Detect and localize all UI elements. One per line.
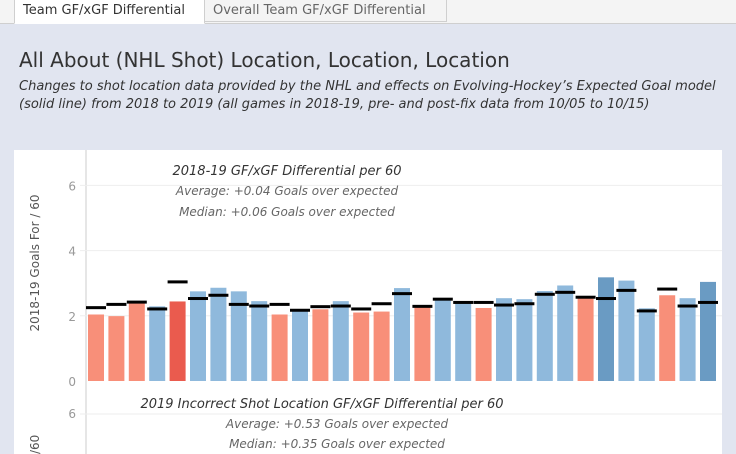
gf-bar[interactable]	[394, 288, 410, 381]
page-subtitle: Changes to shot location data provided b…	[19, 79, 716, 112]
xgf-marker[interactable]	[126, 300, 147, 304]
xgf-marker[interactable]	[698, 300, 718, 304]
gf-bar[interactable]	[271, 314, 288, 381]
chart2-median: Median: +0.35 Goals over expected	[229, 437, 445, 451]
xgf-marker[interactable]	[290, 308, 310, 312]
xgf-marker[interactable]	[575, 295, 596, 299]
gf-bar[interactable]	[128, 302, 145, 381]
gf-bar[interactable]	[679, 298, 696, 381]
gf-bar[interactable]	[149, 306, 166, 381]
xgf-marker[interactable]	[188, 297, 208, 301]
xgf-marker[interactable]	[167, 280, 188, 284]
xgf-marker[interactable]	[371, 302, 392, 306]
gf-bar[interactable]	[700, 281, 716, 381]
chart1-y-tick-6: 6	[68, 179, 76, 193]
xgf-marker[interactable]	[473, 300, 494, 304]
xgf-marker[interactable]	[330, 304, 351, 308]
gf-bar[interactable]	[292, 310, 308, 381]
gf-bar[interactable]	[210, 287, 227, 381]
xgf-marker[interactable]	[514, 302, 535, 306]
chart1-y-tick-0: 0	[68, 375, 76, 389]
gf-bar[interactable]	[659, 295, 676, 381]
xgf-marker[interactable]	[249, 304, 270, 308]
tab-overall-team-gf-xgf-differential[interactable]: Overall Team GF/xGF Differential	[204, 0, 447, 22]
page-title: All About (NHL Shot) Location, Location,…	[19, 48, 510, 72]
xgf-marker[interactable]	[86, 306, 106, 310]
xgf-marker[interactable]	[534, 292, 555, 296]
gf-bar[interactable]	[434, 300, 451, 381]
xgf-marker[interactable]	[555, 290, 576, 294]
chart1-y-tick-2: 2	[68, 310, 76, 324]
xgf-marker[interactable]	[453, 300, 474, 304]
chart1-average: Average: +0.04 Goals over expected	[175, 184, 399, 198]
gf-bar[interactable]	[475, 307, 492, 381]
xgf-marker[interactable]	[269, 302, 290, 306]
gf-bar[interactable]	[251, 301, 268, 381]
xgf-marker[interactable]	[147, 307, 168, 311]
xgf-marker[interactable]	[596, 297, 616, 301]
chart2-average: Average: +0.53 Goals over expected	[225, 417, 449, 431]
xgf-marker[interactable]	[494, 303, 514, 307]
tab-bar: Team GF/xGF Differential Overall Team GF…	[0, 0, 736, 24]
gf-bar[interactable]	[414, 306, 431, 381]
chart2-y-tick-6: 6	[68, 407, 76, 421]
gf-bar[interactable]	[312, 309, 329, 381]
gf-bar[interactable]	[455, 303, 472, 381]
gf-bar[interactable]	[638, 308, 655, 381]
gf-bar[interactable]	[516, 299, 533, 381]
gf-bar[interactable]	[230, 291, 247, 381]
xgf-marker[interactable]	[412, 304, 433, 308]
chart1-y-tick-4: 4	[68, 245, 76, 259]
gf-bar[interactable]	[373, 311, 390, 381]
xgf-marker[interactable]	[677, 304, 698, 308]
xgf-marker[interactable]	[106, 302, 127, 306]
gf-bar[interactable]	[169, 301, 186, 381]
xgf-marker[interactable]	[351, 307, 372, 311]
scrollbar-track[interactable]	[722, 150, 736, 454]
gf-bar[interactable]	[618, 280, 635, 381]
gf-bar[interactable]	[108, 316, 125, 381]
gf-bar[interactable]	[332, 301, 349, 381]
gf-bar[interactable]	[577, 298, 594, 381]
xgf-marker[interactable]	[432, 297, 453, 301]
chart1-y-axis-label: 2018-19 Goals For / 60	[28, 194, 42, 331]
gf-bar[interactable]	[536, 291, 553, 381]
xgf-marker[interactable]	[657, 287, 678, 291]
gf-bar[interactable]	[598, 277, 614, 381]
chart1-median: Median: +0.06 Goals over expected	[179, 205, 395, 219]
chart1-title: 2018-19 GF/xGF Differential per 60	[172, 164, 401, 179]
xgf-marker[interactable]	[392, 292, 412, 296]
tab-team-gf-xgf-differential[interactable]: Team GF/xGF Differential	[14, 0, 205, 24]
gf-bar[interactable]	[353, 312, 370, 381]
chart2-title: 2019 Incorrect Shot Location GF/xGF Diff…	[140, 397, 503, 412]
gf-bar[interactable]	[88, 314, 104, 381]
gf-bar[interactable]	[557, 285, 574, 381]
xgf-marker[interactable]	[228, 302, 249, 306]
gf-bar[interactable]	[496, 298, 512, 381]
gf-bar[interactable]	[190, 291, 206, 381]
xgf-marker[interactable]	[310, 305, 331, 309]
xgf-marker[interactable]	[616, 288, 637, 292]
xgf-marker[interactable]	[636, 309, 657, 313]
chart2-y-axis-label: /60	[28, 435, 42, 454]
xgf-marker[interactable]	[208, 293, 229, 297]
